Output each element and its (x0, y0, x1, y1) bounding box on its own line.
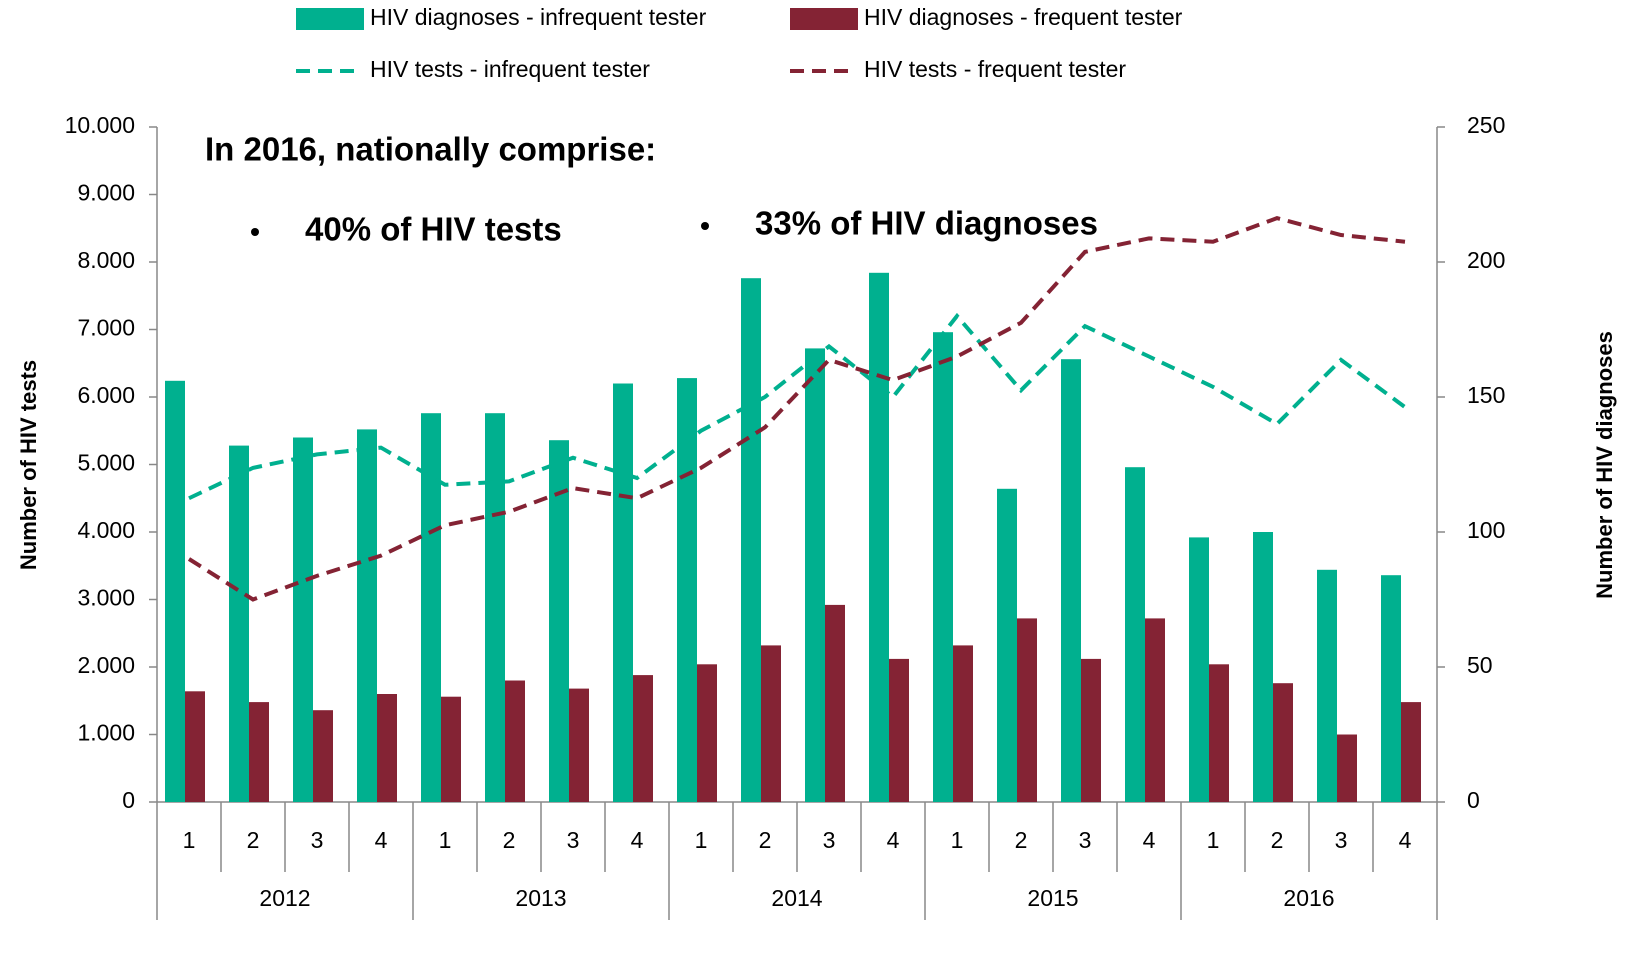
bar (1317, 569, 1337, 802)
y2-tick-label: 200 (1467, 247, 1505, 273)
line (187, 216, 1406, 602)
bar (505, 680, 525, 802)
bar (741, 278, 761, 802)
bar (761, 645, 781, 802)
y-tick-label: 0 (122, 787, 135, 813)
bar (1273, 683, 1293, 802)
bar (825, 604, 845, 802)
x-tick-label: 1 (439, 827, 452, 853)
x-group-label: 2012 (259, 885, 310, 911)
annotation: In 2016, nationally comprise: (205, 131, 656, 168)
y-tick-label: 3.000 (77, 585, 135, 611)
bar (1189, 537, 1209, 802)
y-tick-label: 2.000 (77, 652, 135, 678)
x-tick-label: 3 (567, 827, 580, 853)
bar (677, 378, 697, 802)
bar (697, 664, 717, 802)
bar (485, 413, 505, 802)
bar (869, 272, 889, 802)
bar (1145, 618, 1165, 802)
bar (313, 710, 333, 802)
bar (1125, 467, 1145, 802)
bar (933, 332, 953, 802)
bar (1337, 734, 1357, 802)
legend-label: HIV tests - frequent tester (864, 56, 1126, 82)
legend-swatch (296, 8, 364, 30)
y-tick-label: 8.000 (77, 247, 135, 273)
bar (377, 694, 397, 802)
legend-label: HIV tests - infrequent tester (370, 56, 650, 82)
x-tick-label: 2 (247, 827, 260, 853)
y-tick-label: 4.000 (77, 517, 135, 543)
bar (549, 440, 569, 802)
x-tick-label: 4 (887, 827, 900, 853)
y-tick-label: 7.000 (77, 315, 135, 341)
line (188, 312, 1407, 501)
y-axis-title: Number of HIV tests (16, 360, 41, 570)
bar (1209, 664, 1229, 802)
x-group-label: 2013 (515, 885, 566, 911)
x-tick-label: 4 (375, 827, 388, 853)
x-tick-label: 3 (823, 827, 836, 853)
annotation: 33% of HIV diagnoses (755, 205, 1098, 242)
y-tick-label: 5.000 (77, 450, 135, 476)
bar (441, 696, 461, 802)
bar (249, 702, 269, 802)
bar (165, 380, 185, 802)
x-tick-label: 2 (1015, 827, 1028, 853)
x-tick-label: 2 (759, 827, 772, 853)
x-tick-label: 3 (1079, 827, 1092, 853)
bar (1381, 575, 1401, 802)
bar (953, 645, 973, 802)
bar (1253, 532, 1273, 802)
x-tick-label: 4 (1399, 827, 1412, 853)
x-tick-label: 1 (951, 827, 964, 853)
legend-label: HIV diagnoses - frequent tester (864, 4, 1183, 30)
x-tick-label: 2 (503, 827, 516, 853)
y-tick-label: 1.000 (77, 720, 135, 746)
bar (1081, 658, 1101, 802)
x-group-label: 2014 (771, 885, 822, 911)
annotation: 40% of HIV tests (305, 211, 562, 248)
bar (421, 413, 441, 802)
x-group-label: 2015 (1027, 885, 1078, 911)
x-group-label: 2016 (1283, 885, 1334, 911)
bar (1061, 359, 1081, 802)
legend-swatch (790, 8, 858, 30)
x-tick-label: 3 (1335, 827, 1348, 853)
bar (229, 445, 249, 802)
y2-tick-label: 250 (1467, 112, 1505, 138)
bar (997, 488, 1017, 802)
bar (889, 658, 909, 802)
bar (185, 691, 205, 802)
y-tick-label: 6.000 (77, 382, 135, 408)
y2-tick-label: 0 (1467, 787, 1480, 813)
x-tick-label: 1 (1207, 827, 1220, 853)
y2-axis-title: Number of HIV diagnoses (1592, 331, 1617, 599)
y-tick-label: 9.000 (77, 180, 135, 206)
bullet (251, 228, 259, 236)
x-tick-label: 1 (183, 827, 196, 853)
legend-label: HIV diagnoses - infrequent tester (370, 4, 707, 30)
y-tick-label: 10.000 (65, 112, 135, 138)
bar (293, 437, 313, 802)
x-tick-label: 4 (1143, 827, 1156, 853)
y2-tick-label: 100 (1467, 517, 1505, 543)
bar (613, 383, 633, 802)
bar (569, 688, 589, 802)
bullet (701, 222, 709, 230)
bar (805, 348, 825, 802)
x-tick-label: 2 (1271, 827, 1284, 853)
bar (1401, 702, 1421, 802)
bar (1017, 618, 1037, 802)
x-tick-label: 3 (311, 827, 324, 853)
bar (633, 675, 653, 802)
x-tick-label: 4 (631, 827, 644, 853)
y2-tick-label: 150 (1467, 382, 1505, 408)
bar (357, 429, 377, 802)
x-tick-label: 1 (695, 827, 708, 853)
y2-tick-label: 50 (1467, 652, 1493, 678)
